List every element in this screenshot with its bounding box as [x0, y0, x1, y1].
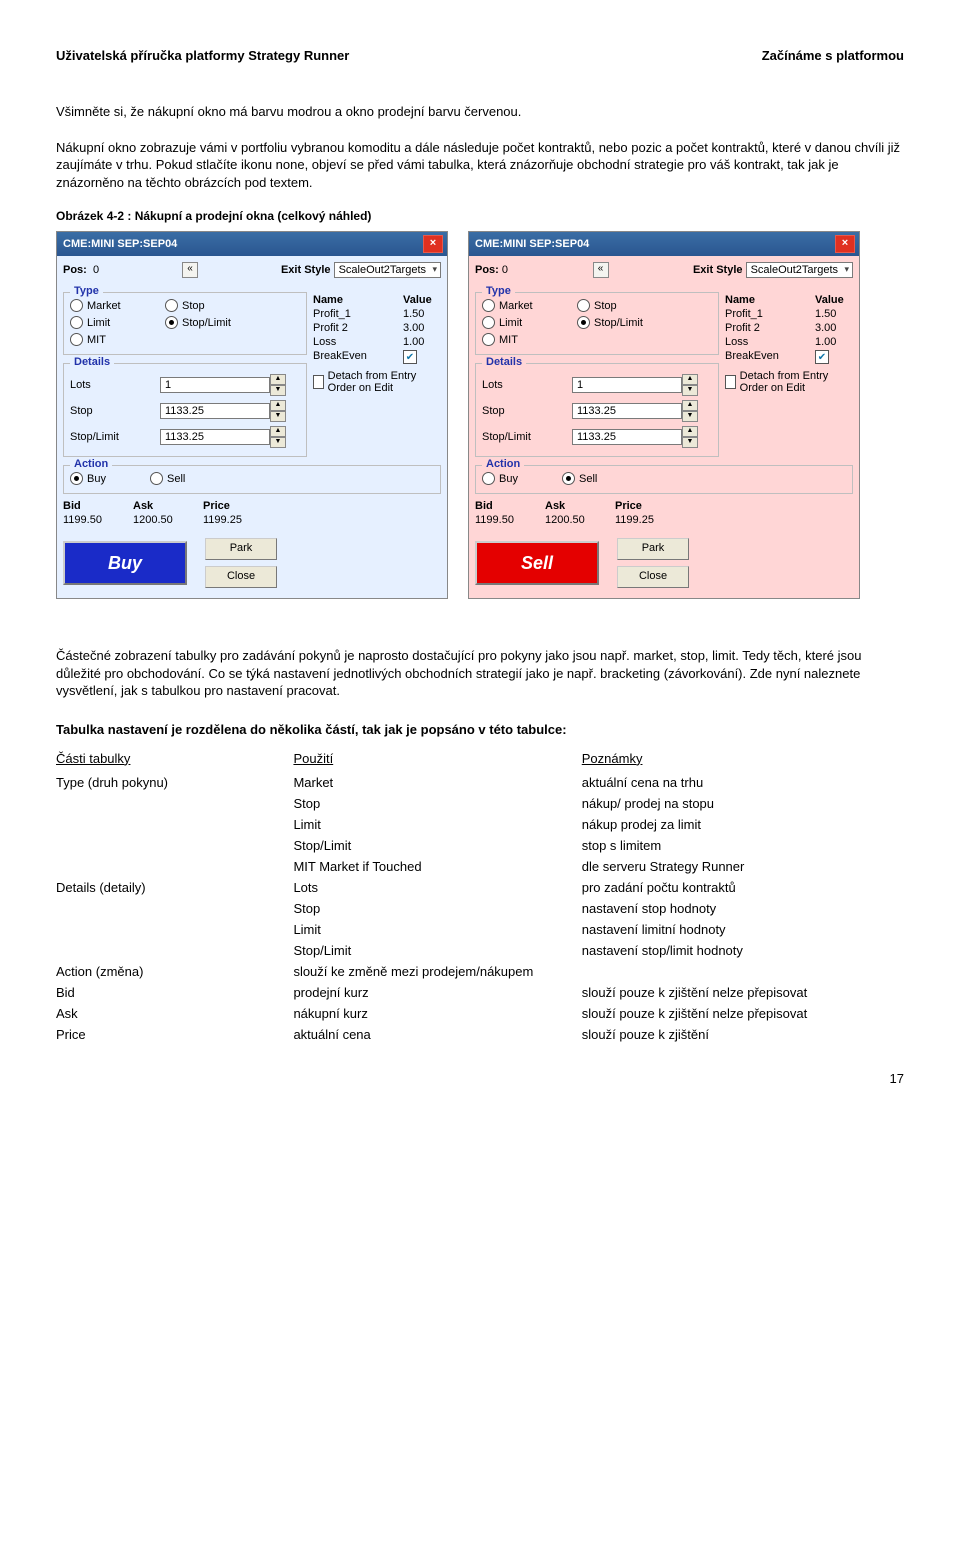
- details-title: Details: [70, 356, 114, 368]
- th-part: Části tabulky: [56, 747, 293, 772]
- ask-header: Ask: [133, 500, 203, 512]
- sell-button[interactable]: Sell: [475, 541, 599, 585]
- buy-titlebar: CME:MINI SEP:SEP04 ×: [57, 232, 447, 256]
- radio-mit[interactable]: MIT: [70, 333, 165, 346]
- breakeven-checkbox[interactable]: [403, 350, 417, 364]
- value-header: Value: [403, 294, 432, 306]
- bid-value: 1199.50: [63, 514, 133, 526]
- settings-table: Části tabulky Použití Poznámky Type (dru…: [56, 747, 904, 1045]
- stoplimit-input[interactable]: 1133.25: [160, 429, 270, 445]
- expand-icon[interactable]: «: [182, 262, 198, 278]
- price-value: 1199.25: [203, 514, 273, 526]
- name-header: Name: [313, 294, 393, 306]
- table-row: Priceaktuální cenaslouží pouze k zjištěn…: [56, 1024, 904, 1045]
- table-row: Limitnákup prodej za limit: [56, 814, 904, 835]
- bid-header: Bid: [63, 500, 133, 512]
- details-group: Details Lots1▲▼ Stop1133.25▲▼ Stop/Limit…: [63, 363, 307, 457]
- figure-caption: Obrázek 4-2 : Nákupní a prodejní okna (c…: [56, 209, 904, 223]
- table-row: Bidprodejní kurzslouží pouze k zjištění …: [56, 982, 904, 1003]
- buy-window-title: CME:MINI SEP:SEP04: [63, 238, 177, 250]
- th-use: Použití: [293, 747, 581, 772]
- buy-window: CME:MINI SEP:SEP04 × Pos: 0 « Exit Style…: [56, 231, 448, 599]
- radio-stop[interactable]: Stop: [577, 299, 657, 312]
- radio-stoplimit[interactable]: Stop/Limit: [577, 316, 657, 329]
- radio-market[interactable]: Market: [70, 299, 165, 312]
- lots-input[interactable]: 1: [160, 377, 270, 393]
- table-intro: Tabulka nastavení je rozdělena do několi…: [56, 722, 904, 737]
- type-group: Type Market Stop Limit Stop/Limit MIT: [475, 292, 719, 355]
- table-row: MIT Market if Toucheddle serveru Strateg…: [56, 856, 904, 877]
- close-icon[interactable]: ×: [835, 235, 855, 253]
- price-header: Price: [203, 500, 273, 512]
- close-button[interactable]: Close: [617, 566, 689, 588]
- detach-label: Detach from Entry Order on Edit: [328, 370, 441, 394]
- action-buy-radio[interactable]: Buy: [482, 472, 562, 485]
- pos-value: 0: [93, 264, 99, 276]
- pos-label: Pos:: [63, 264, 87, 276]
- radio-limit[interactable]: Limit: [482, 316, 577, 329]
- spin-up-icon[interactable]: ▲: [270, 374, 286, 385]
- park-button[interactable]: Park: [205, 538, 277, 560]
- expand-icon[interactable]: «: [593, 262, 609, 278]
- radio-limit[interactable]: Limit: [70, 316, 165, 329]
- th-notes: Poznámky: [582, 747, 904, 772]
- lots-input[interactable]: 1: [572, 377, 682, 393]
- paragraph-2: Nákupní okno zobrazuje vámi v portfoliu …: [56, 139, 904, 192]
- action-buy-radio[interactable]: Buy: [70, 472, 150, 485]
- radio-mit[interactable]: MIT: [482, 333, 577, 346]
- stop-input[interactable]: 1133.25: [572, 403, 682, 419]
- stop-input[interactable]: 1133.25: [160, 403, 270, 419]
- close-icon[interactable]: ×: [423, 235, 443, 253]
- table-row: Limitnastavení limitní hodnoty: [56, 919, 904, 940]
- detach-checkbox[interactable]: [725, 375, 736, 389]
- lots-label: Lots: [70, 379, 160, 391]
- table-row: Stopnákup/ prodej na stopu: [56, 793, 904, 814]
- table-row: Stop/Limitnastavení stop/limit hodnoty: [56, 940, 904, 961]
- type-group: Type Market Stop Limit Stop/Limit MIT: [63, 292, 307, 355]
- radio-stop[interactable]: Stop: [165, 299, 245, 312]
- exitstyle-dropdown[interactable]: ScaleOut2Targets: [746, 262, 853, 278]
- action-group: Action Buy Sell: [475, 465, 853, 494]
- sell-titlebar: CME:MINI SEP:SEP04 ×: [469, 232, 859, 256]
- exitstyle-label: Exit Style: [281, 264, 331, 276]
- exitstyle-dropdown[interactable]: ScaleOut2Targets: [334, 262, 441, 278]
- figure-windows: CME:MINI SEP:SEP04 × Pos: 0 « Exit Style…: [56, 231, 904, 599]
- detach-checkbox[interactable]: [313, 375, 324, 389]
- paragraph-3: Částečné zobrazení tabulky pro zadávání …: [56, 647, 904, 700]
- action-sell-radio[interactable]: Sell: [562, 472, 642, 485]
- park-button[interactable]: Park: [617, 538, 689, 560]
- radio-market[interactable]: Market: [482, 299, 577, 312]
- table-row: Stop/Limitstop s limitem: [56, 835, 904, 856]
- action-group: Action Buy Sell: [63, 465, 441, 494]
- action-sell-radio[interactable]: Sell: [150, 472, 230, 485]
- table-row: Type (druh pokynu)Marketaktuální cena na…: [56, 772, 904, 793]
- ask-value: 1200.50: [133, 514, 203, 526]
- table-row: Asknákupní kurzslouží pouze k zjištění n…: [56, 1003, 904, 1024]
- sell-window-title: CME:MINI SEP:SEP04: [475, 238, 589, 250]
- buy-button[interactable]: Buy: [63, 541, 187, 585]
- header-left: Uživatelská příručka platformy Strategy …: [56, 48, 349, 63]
- table-row: Stopnastavení stop hodnoty: [56, 898, 904, 919]
- details-group: Details Lots1▲▼ Stop1133.25▲▼ Stop/Limit…: [475, 363, 719, 457]
- stoplimit-label: Stop/Limit: [70, 431, 160, 443]
- sell-window: CME:MINI SEP:SEP04 × Pos: 0 « Exit Style…: [468, 231, 860, 599]
- page-number: 17: [56, 1071, 904, 1086]
- paragraph-1: Všimněte si, že nákupní okno má barvu mo…: [56, 103, 904, 121]
- spin-down-icon[interactable]: ▼: [270, 385, 286, 396]
- stop-label: Stop: [70, 405, 160, 417]
- breakeven-checkbox[interactable]: [815, 350, 829, 364]
- stoplimit-input[interactable]: 1133.25: [572, 429, 682, 445]
- header-right: Začínáme s platformou: [762, 48, 904, 63]
- close-button[interactable]: Close: [205, 566, 277, 588]
- radio-stoplimit[interactable]: Stop/Limit: [165, 316, 245, 329]
- table-row: Details (detaily)Lotspro zadání počtu ko…: [56, 877, 904, 898]
- type-title: Type: [70, 285, 103, 297]
- table-row: Action (změna)slouží ke změně mezi prode…: [56, 961, 904, 982]
- action-title: Action: [70, 458, 112, 470]
